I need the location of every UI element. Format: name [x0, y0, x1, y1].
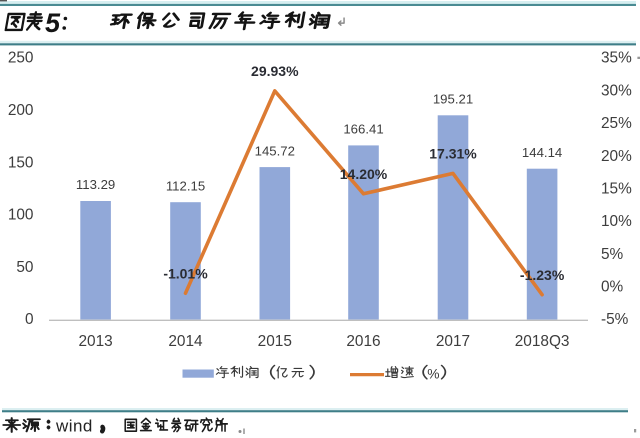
svg-text:200: 200 — [8, 102, 34, 119]
svg-text:30%: 30% — [601, 82, 632, 99]
svg-text:10%: 10% — [601, 213, 632, 230]
svg-text:144.14: 144.14 — [522, 145, 562, 160]
svg-text:195.21: 195.21 — [433, 92, 473, 107]
svg-text:112.15: 112.15 — [166, 178, 205, 193]
svg-text:14.20%: 14.20% — [340, 166, 388, 182]
svg-text:2018Q3: 2018Q3 — [515, 333, 570, 350]
svg-text:166.41: 166.41 — [343, 122, 383, 137]
svg-text:25%: 25% — [601, 115, 632, 132]
svg-text:150: 150 — [8, 154, 34, 171]
svg-text:113.29: 113.29 — [76, 177, 115, 192]
svg-text:145.72: 145.72 — [255, 143, 295, 158]
svg-text:2016: 2016 — [346, 333, 380, 350]
svg-text:2013: 2013 — [78, 333, 112, 350]
svg-text:2015: 2015 — [258, 333, 292, 350]
svg-text:20%: 20% — [601, 148, 632, 165]
svg-text:0: 0 — [25, 311, 34, 328]
svg-text:wind: wind — [55, 416, 93, 435]
svg-text:2017: 2017 — [436, 333, 470, 350]
svg-text:250: 250 — [8, 50, 34, 67]
svg-text:%: % — [427, 366, 439, 381]
svg-text:5: 5 — [45, 8, 61, 38]
svg-text:35%: 35% — [601, 50, 632, 67]
svg-text:2014: 2014 — [168, 333, 203, 350]
svg-text:15%: 15% — [601, 180, 632, 197]
svg-text:-5%: -5% — [601, 311, 629, 328]
svg-text:50: 50 — [16, 259, 33, 276]
svg-text:100: 100 — [8, 207, 34, 224]
svg-text:-1.01%: -1.01% — [163, 265, 208, 281]
svg-text:29.93%: 29.93% — [251, 63, 299, 79]
svg-text:17.31%: 17.31% — [429, 146, 477, 162]
svg-text:-1.23%: -1.23% — [520, 267, 565, 283]
svg-text:0%: 0% — [601, 279, 624, 296]
svg-text:5%: 5% — [601, 246, 624, 263]
